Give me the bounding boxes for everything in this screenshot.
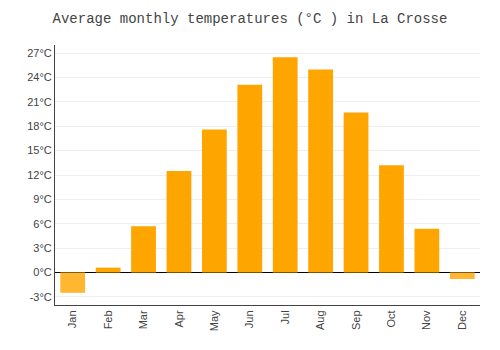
svg-text:0°C: 0°C — [33, 266, 52, 278]
svg-text:May: May — [208, 310, 220, 331]
svg-text:Jan: Jan — [66, 310, 78, 328]
svg-text:Feb: Feb — [102, 310, 114, 329]
svg-text:12°C: 12°C — [27, 169, 52, 181]
svg-text:Average monthly temperatures (: Average monthly temperatures (°C ) in La… — [53, 11, 448, 27]
svg-text:Jul: Jul — [279, 310, 291, 324]
svg-text:9°C: 9°C — [33, 193, 52, 205]
svg-text:3°C: 3°C — [33, 242, 52, 254]
svg-text:18°C: 18°C — [27, 120, 52, 132]
svg-text:Mar: Mar — [137, 310, 149, 329]
svg-text:Dec: Dec — [456, 310, 468, 330]
svg-text:6°C: 6°C — [33, 218, 52, 230]
svg-text:21°C: 21°C — [27, 96, 52, 108]
svg-text:15°C: 15°C — [27, 144, 52, 156]
svg-text:Sep: Sep — [350, 310, 362, 330]
svg-text:Aug: Aug — [314, 310, 326, 330]
svg-text:Oct: Oct — [385, 310, 397, 327]
svg-text:27°C: 27°C — [27, 47, 52, 59]
svg-text:Jun: Jun — [243, 310, 255, 328]
svg-text:-3°C: -3°C — [30, 291, 52, 303]
svg-text:Nov: Nov — [420, 310, 432, 330]
svg-text:Apr: Apr — [173, 310, 185, 327]
svg-text:24°C: 24°C — [27, 71, 52, 83]
